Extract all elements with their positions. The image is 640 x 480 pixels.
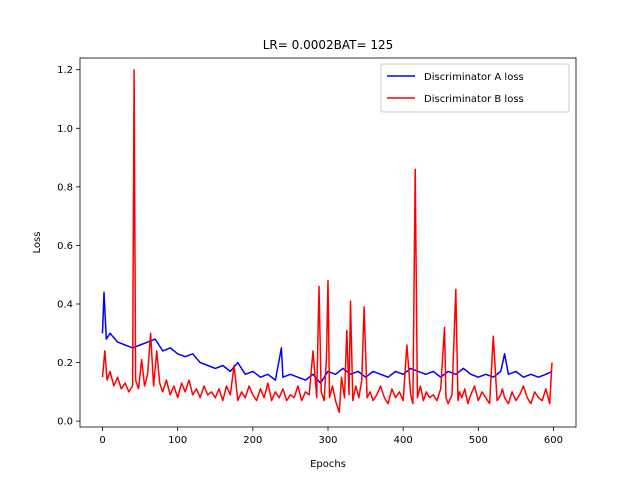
x-tick-label: 0 <box>99 435 105 446</box>
plot-area: 0 100 200 300 400 500 600 0.0 0.2 0.4 0.6 0.8 1.0 1.2 <box>57 57 577 446</box>
y-tick-label: 0.2 <box>57 358 73 369</box>
x-tick-label: 200 <box>243 435 262 446</box>
x-tick-label: 500 <box>469 435 488 446</box>
legend: Discriminator A loss Discriminator B loss <box>380 63 570 113</box>
x-tick-label: 400 <box>394 435 413 446</box>
x-axis-label: Epochs <box>310 459 346 470</box>
x-tick-label: 600 <box>544 435 563 446</box>
legend-label: Discriminator B loss <box>424 94 524 105</box>
y-tick-label: 1.0 <box>57 124 73 135</box>
y-tick-label: 0.4 <box>57 300 73 311</box>
y-tick-label: 1.2 <box>57 65 73 76</box>
x-tick-label: 300 <box>318 435 337 446</box>
y-axis-label: Loss <box>32 232 43 254</box>
legend-box <box>380 63 570 113</box>
chart-title: LR= 0.0002BAT= 125 <box>263 38 394 52</box>
legend-label: Discriminator A loss <box>424 72 524 83</box>
y-tick-label: 0.0 <box>57 417 73 428</box>
series-line-discriminator-b <box>101 68 553 414</box>
x-tick-label: 100 <box>168 435 187 446</box>
y-tick-label: 0.8 <box>57 182 73 193</box>
y-tick-label: 0.6 <box>57 241 73 252</box>
